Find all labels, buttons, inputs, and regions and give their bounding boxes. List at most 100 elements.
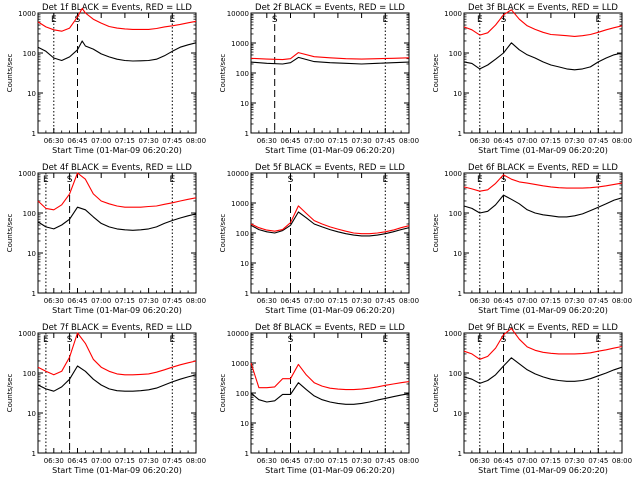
panel-det-7: Det 7f BLACK = Events, RED = LLD 1 10 100 10… (6, 323, 206, 475)
x-axis-label: Start Time (01-Mar-09 06:20:20) (478, 466, 608, 475)
series-events (37, 40, 197, 62)
x-axis-label: Start Time (01-Mar-09 06:20:20) (478, 306, 608, 315)
series-events (250, 382, 410, 405)
x-tick-label: 07:45 (588, 297, 608, 305)
series-lld (37, 332, 197, 376)
y-tick-label: 10000 (227, 170, 249, 178)
x-tick-label: 07:30 (565, 457, 585, 465)
series-events (250, 56, 410, 65)
y-axis-label: Counts/sec (219, 54, 227, 93)
x-tick-label: 07:45 (588, 137, 608, 145)
panel-title: Det 1f BLACK = Events, RED = LLD (42, 3, 192, 13)
x-tick-label: 07:15 (115, 457, 135, 465)
x-tick-label: 06:45 (280, 297, 300, 305)
series-events (463, 42, 623, 71)
marker-label: E (43, 175, 49, 185)
y-tick-label: 10 (453, 90, 462, 98)
panel-det-8: Det 8f BLACK = Events, RED = LLD 1 10 100 10… (219, 323, 419, 475)
panel-title: Det 8f BLACK = Events, RED = LLD (255, 323, 405, 333)
x-tick-label: 07:45 (588, 457, 608, 465)
x-tick-label: 06:45 (67, 457, 87, 465)
panel-title: Det 7f BLACK = Events, RED = LLD (42, 323, 192, 333)
y-tick-label: 100 (449, 50, 462, 58)
x-tick-label: 06:30 (44, 457, 64, 465)
panel-det-4: Det 4f BLACK = Events, RED = LLD 1 10 100 10… (6, 163, 206, 315)
x-tick-label: 07:45 (162, 297, 182, 305)
x-tick-label: 08:00 (399, 137, 419, 145)
series-events (37, 365, 197, 392)
y-tick-label: 1000 (444, 10, 462, 18)
y-axis-label: Counts/sec (6, 374, 14, 413)
y-tick-label: 1000 (231, 360, 249, 368)
x-tick-label: 07:45 (162, 137, 182, 145)
marker-label: S (288, 335, 294, 345)
y-axis-label: Counts/sec (432, 374, 440, 413)
x-tick-label: 07:30 (352, 137, 372, 145)
marker-label: E (169, 175, 175, 185)
series-lld (250, 52, 410, 61)
x-tick-label: 07:15 (328, 457, 348, 465)
y-tick-label: 1 (32, 130, 36, 138)
x-tick-label: 07:15 (115, 137, 135, 145)
series-events (250, 211, 410, 237)
x-axis-label: Start Time (01-Mar-09 06:20:20) (478, 146, 608, 155)
panel-det-3: Det 3f BLACK = Events, RED = LLD 1 10 100 10… (432, 3, 632, 155)
panel-det-6: Det 6f BLACK = Events, RED = LLD 1 10 100 10… (432, 163, 632, 315)
marker-label: E (169, 15, 175, 25)
y-axis-label: Counts/sec (219, 374, 227, 413)
x-tick-label: 07:30 (565, 297, 585, 305)
x-tick-label: 08:00 (186, 297, 206, 305)
y-tick-label: 1000 (231, 40, 249, 48)
marker-label: S (272, 15, 278, 25)
series-events (463, 357, 623, 384)
series-lld (37, 172, 197, 211)
x-tick-label: 07:30 (565, 137, 585, 145)
x-tick-label: 08:00 (612, 137, 632, 145)
x-tick-label: 07:00 (304, 297, 324, 305)
marker-label: E (595, 175, 601, 185)
x-tick-label: 06:45 (67, 137, 87, 145)
y-tick-label: 100 (449, 370, 462, 378)
y-tick-label: 10 (453, 250, 462, 258)
x-tick-label: 07:45 (375, 457, 395, 465)
x-tick-label: 06:30 (257, 137, 277, 145)
x-tick-label: 08:00 (612, 457, 632, 465)
x-tick-label: 07:30 (352, 297, 372, 305)
marker-label: E (382, 175, 388, 185)
y-tick-label: 10 (27, 250, 36, 258)
y-tick-label: 1 (245, 290, 249, 298)
x-tick-label: 07:15 (541, 297, 561, 305)
series-events (463, 194, 623, 218)
x-tick-label: 06:45 (280, 137, 300, 145)
y-tick-label: 1000 (18, 330, 36, 338)
marker-label: E (382, 335, 388, 345)
y-tick-label: 10 (240, 420, 249, 428)
x-axis-label: Start Time (01-Mar-09 06:20:20) (52, 466, 182, 475)
series-lld (463, 9, 623, 37)
panel-det-9: Det 9f BLACK = Events, RED = LLD 1 10 100 10… (432, 323, 632, 475)
x-tick-label: 07:30 (352, 457, 372, 465)
marker-label: S (501, 175, 507, 185)
x-tick-label: 07:00 (304, 457, 324, 465)
marker-label: S (75, 15, 81, 25)
x-tick-label: 07:00 (517, 457, 537, 465)
x-tick-label: 08:00 (399, 297, 419, 305)
x-tick-label: 08:00 (186, 457, 206, 465)
x-tick-label: 07:15 (328, 297, 348, 305)
panel-title: Det 4f BLACK = Events, RED = LLD (42, 163, 192, 173)
y-tick-label: 10 (240, 100, 249, 108)
y-tick-label: 1000 (444, 330, 462, 338)
x-tick-label: 06:30 (470, 297, 490, 305)
y-tick-label: 10 (27, 410, 36, 418)
y-tick-label: 1000 (18, 170, 36, 178)
x-tick-label: 08:00 (612, 297, 632, 305)
y-axis-label: Counts/sec (6, 214, 14, 253)
marker-label: S (67, 335, 73, 345)
marker-label: E (477, 175, 483, 185)
marker-label: S (501, 15, 507, 25)
marker-label: E (477, 15, 483, 25)
x-tick-label: 07:30 (139, 137, 159, 145)
y-axis-label: Counts/sec (6, 54, 14, 93)
x-tick-label: 08:00 (399, 457, 419, 465)
x-tick-label: 07:00 (517, 137, 537, 145)
